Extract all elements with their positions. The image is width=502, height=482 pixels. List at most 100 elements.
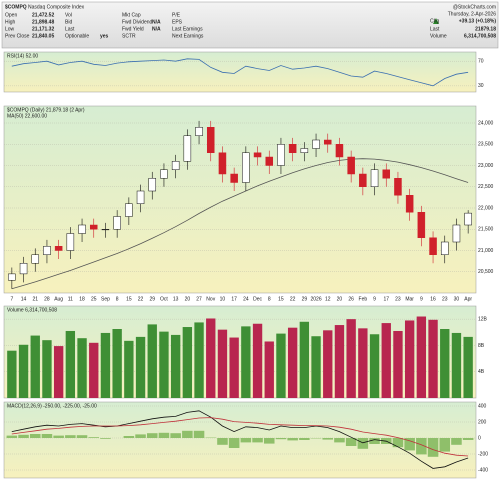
x-tick-label: Sep — [101, 296, 110, 302]
panel-title: $COMPQ (Daily) 21,879.18 (2 Apr) — [7, 107, 85, 113]
histogram-bar — [53, 435, 64, 438]
histogram-bar — [123, 436, 135, 438]
x-tick-label: 7 — [10, 296, 13, 302]
volume-bar — [381, 323, 391, 398]
value: N/A — [152, 19, 161, 25]
series-line — [11, 58, 469, 87]
candle-body — [253, 152, 262, 158]
candle-body — [312, 139, 320, 149]
volume-bar — [463, 336, 473, 398]
x-tick-label: 9 — [373, 296, 376, 302]
volume-bar — [182, 327, 193, 398]
candle-body — [277, 144, 285, 166]
histogram-bar — [240, 438, 252, 443]
value: 21879.18 — [475, 26, 496, 32]
label: Low — [5, 26, 15, 32]
x-tick-label: 25 — [91, 296, 97, 302]
candle-body — [452, 224, 461, 243]
x-tick-label: 16 — [430, 296, 436, 302]
label: High — [5, 19, 16, 25]
candle-body — [171, 161, 180, 170]
label: Next Earnings — [172, 33, 204, 39]
candle-body — [405, 195, 414, 213]
volume-bar — [369, 334, 380, 398]
candle-body — [31, 254, 40, 264]
y-tick-label: 21,000 — [478, 248, 494, 254]
candle-body — [148, 178, 157, 192]
label: Chg — [430, 18, 439, 24]
label: Last — [430, 26, 440, 32]
x-tick-label: 29 — [149, 296, 155, 302]
volume-bar — [206, 318, 216, 398]
volume-bar — [194, 322, 204, 398]
candle-body — [125, 203, 133, 217]
candle-body — [8, 273, 16, 281]
volume-bar — [393, 330, 403, 398]
x-tick-label: 20 — [337, 296, 343, 302]
histogram-bar — [217, 438, 228, 445]
x-tick-label: 21 — [32, 296, 38, 302]
label: Fwd Yield — [122, 26, 144, 32]
histogram-bar — [439, 438, 451, 452]
candle-body — [54, 246, 63, 251]
volume-bar — [287, 327, 298, 398]
y-tick-label: 30 — [478, 83, 484, 89]
candle-body — [382, 169, 391, 179]
x-tick-label: 10 — [220, 296, 226, 302]
y-tick-label: 400 — [478, 403, 487, 409]
histogram-bar — [252, 438, 263, 443]
candle-body — [323, 139, 332, 145]
volume-bar — [241, 326, 251, 398]
x-tick-label: 17 — [231, 296, 237, 302]
volume-bar — [159, 331, 169, 398]
volume-bar — [42, 340, 52, 398]
volume-bar — [65, 330, 76, 398]
histogram-bar — [88, 437, 100, 438]
histogram-bar — [76, 435, 88, 438]
header: $COMPQ Nasdaq Composite Index Open 21,47… — [5, 4, 496, 39]
histogram-bar — [263, 438, 275, 444]
y-tick-label: 70 — [478, 59, 484, 65]
volume-bar — [30, 335, 40, 398]
x-tick-label: 17 — [383, 296, 389, 302]
y-tick-label: 23,500 — [478, 142, 494, 148]
label: Vol — [65, 12, 72, 18]
x-tick-label: 22 — [290, 296, 296, 302]
value: 21,171.32 — [32, 26, 54, 32]
histogram-bar — [369, 438, 380, 444]
label: Mkt Cap — [122, 12, 141, 18]
histogram-bar — [100, 438, 111, 439]
x-tick-label: 28 — [44, 296, 50, 302]
x-tick-label: 2026 — [310, 296, 321, 302]
candle-body — [265, 156, 274, 166]
volume-bar — [440, 329, 450, 398]
histogram-bar — [228, 438, 240, 448]
x-tick-label: 15 — [126, 296, 132, 302]
volume-bar — [252, 323, 263, 398]
x-tick-label: Feb — [359, 296, 368, 302]
histogram-bar — [462, 438, 474, 440]
series-line — [11, 417, 469, 457]
y-tick-label: 23,000 — [478, 163, 494, 169]
volume-bar — [334, 325, 345, 398]
candle-body — [113, 216, 121, 230]
histogram-bar — [451, 438, 462, 445]
histogram-bar — [29, 434, 41, 438]
x-tick-label: 24 — [243, 296, 249, 302]
histogram-bar — [345, 438, 357, 446]
series-line — [11, 410, 469, 469]
price-panel — [3, 105, 477, 294]
label: P/E — [172, 12, 181, 18]
y-tick-label: 21,500 — [478, 227, 494, 233]
histogram-bar — [65, 435, 76, 438]
x-tick-label: 29 — [302, 296, 308, 302]
x-tick-label: 18 — [79, 296, 85, 302]
y-tick-label: 0 — [478, 435, 481, 441]
x-tick-label: 8 — [116, 296, 119, 302]
histogram-bar — [170, 433, 181, 438]
y-tick-label: 24,000 — [478, 120, 494, 126]
value: N/A — [152, 26, 161, 32]
x-tick-label: Apr — [464, 296, 472, 302]
